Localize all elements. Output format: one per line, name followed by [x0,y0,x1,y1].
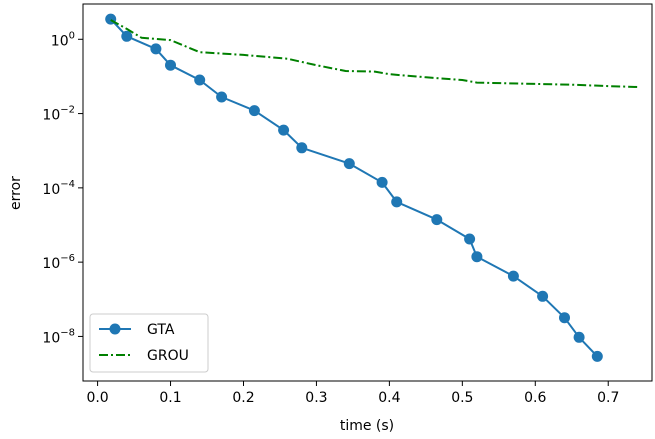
data-point-gta [591,350,603,362]
data-point-gta [278,124,290,136]
x-tick-label: 0.7 [597,390,619,406]
legend: GTA GROU [89,313,209,373]
series-line-grou [110,19,638,88]
data-point-gta [573,331,585,343]
x-axis-ticks: 0.0 0.1 0.2 0.3 0.4 0.5 0.6 0.7 [86,381,619,406]
y-tick-label: 10−8 [42,327,75,346]
legend-grou-label: GROU [147,348,189,364]
y-axis-label: error [8,176,24,210]
legend-gta-marker [109,323,121,335]
data-point-gta [248,105,260,117]
x-tick-label: 0.6 [524,390,546,406]
data-point-gta [507,270,519,282]
x-tick-label: 0.0 [86,390,108,406]
y-tick-label: 10−4 [42,179,75,198]
data-point-gta [471,251,483,263]
data-point-gta [296,142,308,154]
data-point-gta [194,74,206,86]
y-tick-label: 100 [51,30,75,49]
data-point-gta [376,176,388,188]
y-tick-label: 10−6 [42,253,75,272]
data-point-gta [216,91,228,103]
data-point-gta [431,214,443,226]
x-tick-label: 0.5 [451,390,473,406]
data-point-gta [150,43,162,55]
y-axis-ticks: 100 10−2 10−4 10−6 10−8 [42,30,83,346]
x-tick-label: 0.4 [378,390,400,406]
data-point-gta [165,59,176,71]
data-point-gta [391,196,403,208]
data-point-gta [559,312,570,324]
plot-frame [82,3,653,382]
x-axis-label: time (s) [340,418,394,434]
data-point-gta [464,233,476,245]
data-point-gta [121,30,133,42]
x-tick-label: 0.3 [305,390,327,406]
series-layer [105,13,638,362]
y-tick-label: 10−2 [42,105,75,124]
legend-gta-label: GTA [147,322,175,338]
x-tick-label: 0.1 [159,390,181,406]
data-point-gta [343,158,355,170]
data-point-gta [537,290,549,302]
x-tick-label: 0.2 [232,390,254,406]
